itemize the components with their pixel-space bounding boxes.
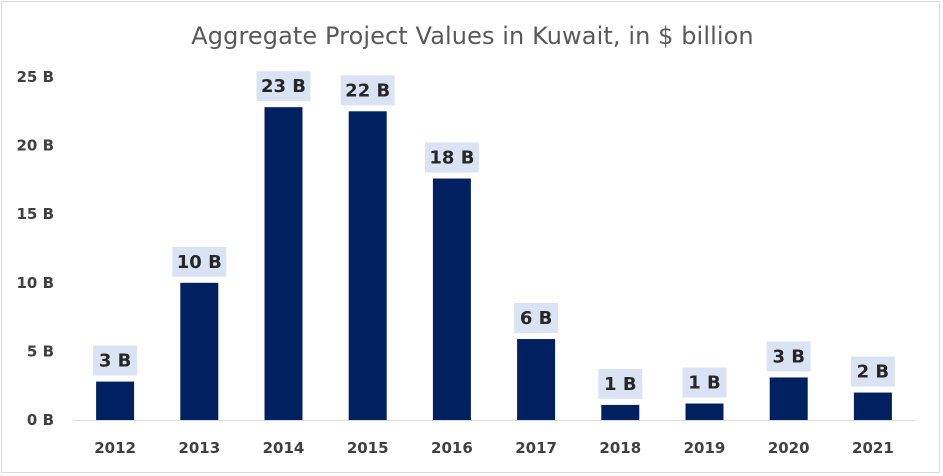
y-tick-label: 15 B [16,205,54,223]
data-label-background [766,341,811,372]
data-label-background [598,368,643,399]
data-label: 6 B [520,308,553,329]
y-tick-label: 5 B [27,342,54,360]
x-tick-label: 2021 [852,439,894,457]
data-label-background [682,367,727,398]
y-tick-label: 25 B [16,68,54,86]
x-tick-label: 2016 [431,439,473,457]
data-label-background [256,71,311,102]
bar [601,404,640,420]
x-tick-label: 2015 [347,439,389,457]
data-label-background [172,246,227,277]
x-tick-label: 2014 [263,439,305,457]
x-tick-label: 2017 [515,439,557,457]
data-label: 10 B [177,252,222,273]
data-label-background [850,356,895,387]
y-tick-label: 20 B [16,137,54,155]
bar [853,392,892,420]
x-tick-label: 2012 [94,439,136,457]
y-tick-label: 10 B [16,274,54,292]
data-label: 18 B [429,148,474,169]
data-label-background [514,303,559,334]
data-label: 22 B [345,80,390,101]
data-label-background [340,75,395,106]
data-label: 3 B [772,346,805,367]
y-axis-ticks: 0 B 5 B 10 B 15 B 20 B 25 B [16,68,54,429]
x-tick-label: 2020 [768,439,810,457]
x-tick-label: 2013 [178,439,220,457]
data-label: 1 B [688,373,721,394]
bar [685,403,724,420]
bar [432,178,471,420]
bar [348,111,387,421]
data-label: 3 B [99,351,132,372]
bars: 3 B 10 B 23 B 22 B 18 B 6 B 1 B 1 B 3 B 2 B [93,71,895,421]
y-tick-label: 0 B [27,411,54,429]
x-axis-ticks: 2012 2013 2014 2015 2016 2017 2018 2019 2020 2021 [94,439,894,457]
data-label: 23 B [261,76,306,97]
data-label: 2 B [857,362,890,383]
bar [264,107,303,421]
chart-title: Aggregate Project Values in Kuwait, in $… [191,22,754,50]
data-label-background [93,345,138,376]
bar [517,339,556,420]
x-tick-label: 2019 [684,439,726,457]
x-tick-label: 2018 [599,439,641,457]
data-label-background [424,142,479,173]
bar [769,377,808,420]
bar [96,381,135,420]
bar [180,282,219,420]
data-label: 1 B [604,374,637,395]
